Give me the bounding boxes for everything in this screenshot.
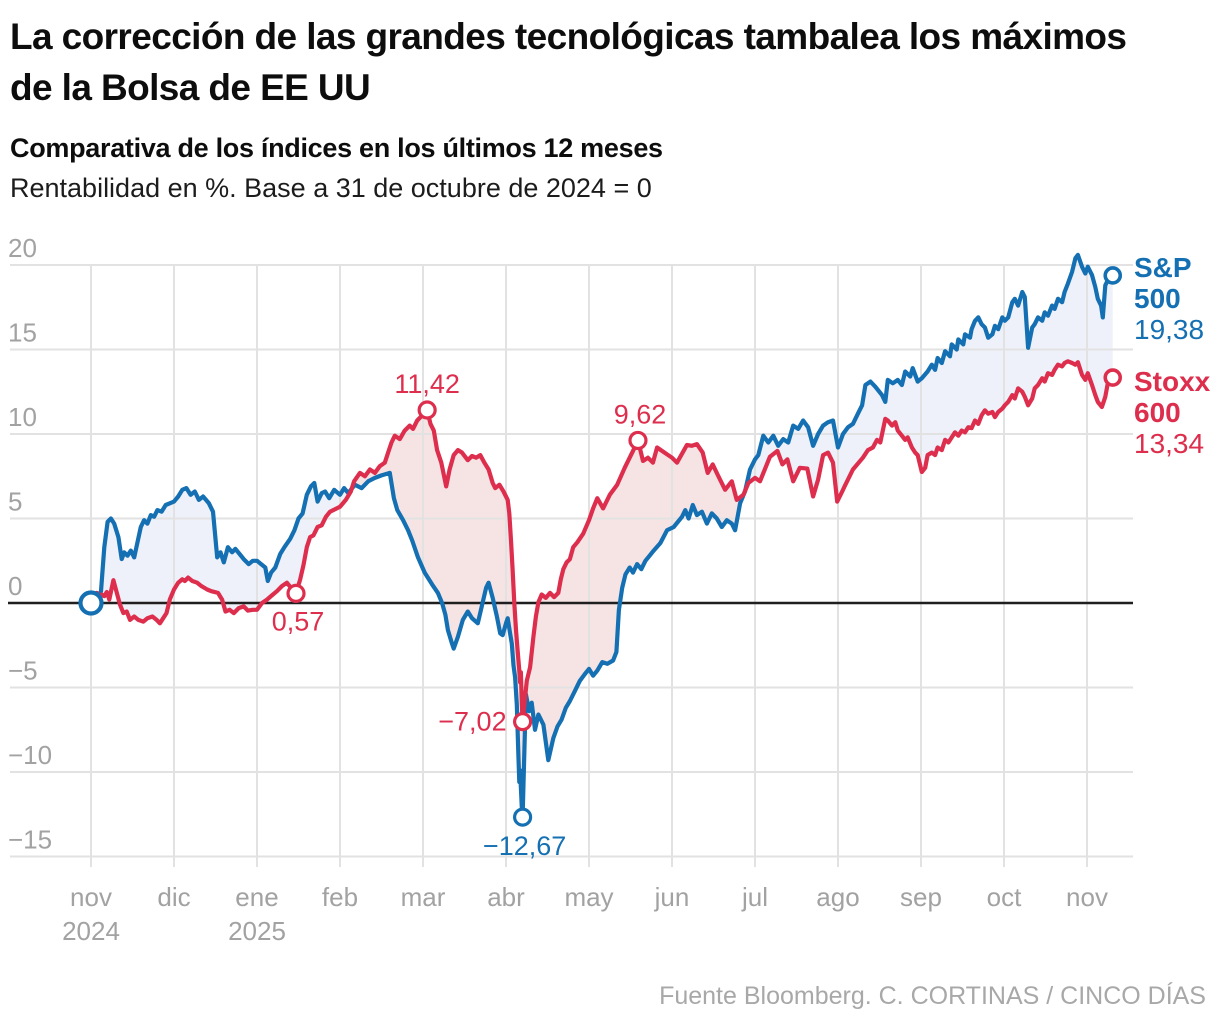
x-tick-label-feb-3: feb (322, 882, 358, 912)
page-title: La corrección de las grandes tecnológica… (10, 16, 1127, 108)
legend-stoxx600-name-line2: 600 (1134, 397, 1181, 428)
legend-sp500-name-line1: S&P (1134, 252, 1192, 283)
series-difference-fill (351, 410, 746, 818)
y-tick-label: 5 (8, 487, 22, 517)
stoxx600-line (88, 359, 1115, 724)
x-tick-label-mar-4: mar (401, 882, 446, 912)
x-tick-label-sep-10: sep (900, 882, 942, 912)
chart-header: La corrección de las grandes tecnológica… (10, 12, 1150, 204)
x-tick-label-may-6: may (564, 882, 613, 912)
series-start-marker (78, 590, 104, 616)
source-credit: Fuente Bloomberg. C. CORTINAS / CINCO DÍ… (659, 982, 1206, 1010)
sp500-apr-low-marker (512, 807, 533, 827)
x-tick-label-nov-0: nov (70, 882, 112, 912)
sp500-apr-low-value-label: −12,67 (483, 831, 566, 861)
x-tick-label-dic-1: dic (157, 882, 190, 912)
x-tick-label-jun-7: jun (654, 882, 690, 912)
x-tick-label-ene-2: ene (235, 882, 278, 912)
x-tick-label-abr-5: abr (487, 882, 525, 912)
x-tick-label-ago-9: ago (816, 882, 859, 912)
y-tick-label: 15 (8, 318, 37, 348)
x-tick-year-label: 2025 (228, 916, 286, 946)
sp500-line (88, 252, 1115, 820)
legend-stoxx600-final-value: 13,34 (1134, 428, 1205, 459)
legend-stoxx600: Stoxx 600 13,34 (1134, 366, 1210, 459)
legend-sp500-name-line2: 500 (1134, 283, 1181, 314)
y-tick-label: 20 (8, 233, 37, 263)
legend-sp500: S&P 500 19,38 (1134, 252, 1204, 345)
stoxx-jan-low-value-label: 0,57 (272, 606, 325, 636)
y-tick-label: −5 (8, 656, 38, 686)
x-tick-year-label: 2024 (62, 916, 120, 946)
stoxx-jan-low-marker (286, 583, 306, 603)
legend-sp500-final-value: 19,38 (1134, 314, 1205, 345)
x-tick-label-jul-8: jul (741, 882, 768, 912)
y-tick-label: 10 (8, 402, 37, 432)
legend-stoxx600-name-line1: Stoxx (1134, 366, 1211, 397)
chart-unit-note: Rentabilidad en %. Base a 31 de octubre … (10, 173, 652, 204)
y-tick-label: −15 (8, 825, 52, 855)
y-tick-label: 0 (8, 571, 22, 601)
stoxx600-end-marker (1103, 368, 1123, 387)
x-tick-label-oct-11: oct (987, 882, 1022, 912)
chart-subtitle: Comparativa de los índices en los último… (10, 133, 663, 164)
stoxx-may-peak-marker (628, 430, 648, 451)
stoxx-mar-peak-marker (417, 400, 437, 420)
stoxx-apr-low-value-label: −7,02 (438, 707, 506, 737)
stoxx-may-peak-value-label: 9,62 (614, 399, 667, 429)
x-tick-label-nov-12: nov (1066, 882, 1108, 912)
stoxx-apr-low-marker (512, 712, 533, 732)
sp500-end-marker (1103, 266, 1123, 285)
stoxx-mar-peak-value-label: 11,42 (394, 369, 460, 399)
series-difference-fill (745, 254, 1113, 502)
y-tick-label: −10 (8, 740, 52, 770)
